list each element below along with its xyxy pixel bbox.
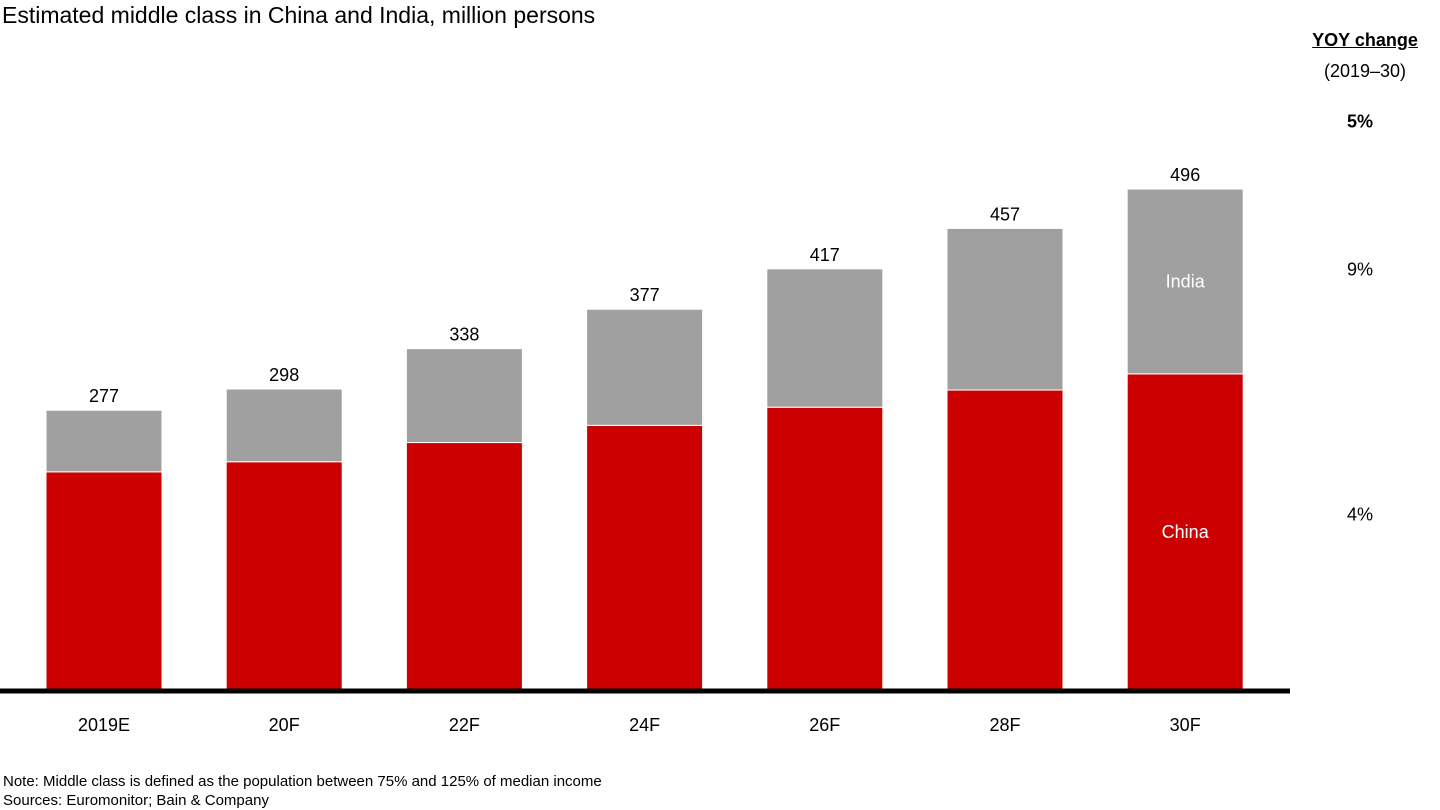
total-label-28f: 457 <box>990 204 1020 224</box>
bar-china-30f <box>1126 373 1244 691</box>
bar-india-26f <box>766 268 884 408</box>
footnote-definition: Note: Middle class is defined as the pop… <box>3 773 602 790</box>
yoy-change-period: (2019–30) <box>1323 61 1407 81</box>
x-tick-label: 28F <box>989 715 1020 735</box>
total-label-22f: 338 <box>449 325 479 345</box>
bar-china-2019e <box>45 471 163 691</box>
yoy-total-value: 5% <box>1346 111 1373 132</box>
bar-china-20f <box>225 461 343 691</box>
total-label-30f: 496 <box>1170 165 1200 185</box>
x-tick-label: 24F <box>629 715 660 735</box>
bar-india-2019e <box>45 409 163 473</box>
chart-title: Estimated middle class in China and Indi… <box>2 2 596 28</box>
bar-india-30f <box>1126 188 1244 375</box>
bar-india-20f <box>225 388 343 463</box>
bar-china-28f <box>946 389 1064 691</box>
x-tick-label: 26F <box>809 715 840 735</box>
yoy-change-heading: YOY change <box>1312 30 1418 50</box>
x-tick-label: 2019E <box>78 715 130 735</box>
total-label-20f: 298 <box>269 365 299 385</box>
series-label-china: China <box>1162 522 1210 542</box>
total-label-24f: 377 <box>630 285 660 305</box>
series-label-india: India <box>1166 271 1206 291</box>
total-label-2019e: 277 <box>89 386 119 406</box>
labels-layer: 277 2019E 298 20F 338 22F 377 24F 417 26F 457 28F 49… <box>78 165 1210 735</box>
x-tick-label: 30F <box>1170 715 1201 735</box>
bar-china-24f <box>586 424 704 691</box>
bar-china-26f <box>766 406 884 691</box>
bar-india-28f <box>946 227 1064 391</box>
footnote-sources: Sources: Euromonitor; Bain & Company <box>3 792 269 809</box>
bar-india-24f <box>586 308 704 426</box>
bar-india-22f <box>405 348 523 444</box>
bar-china-22f <box>405 442 523 691</box>
yoy-india-value: 9% <box>1346 259 1373 280</box>
yoy-china-value: 4% <box>1346 504 1373 525</box>
x-tick-label: 22F <box>449 715 480 735</box>
bars-layer <box>45 188 1244 691</box>
total-label-26f: 417 <box>810 245 840 265</box>
x-tick-label: 20F <box>269 715 300 735</box>
